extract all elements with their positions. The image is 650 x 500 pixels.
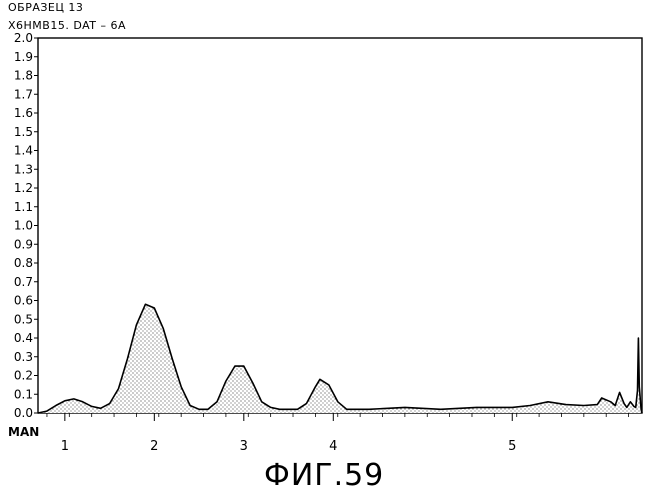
x-axis-label: MAN <box>8 425 39 439</box>
y-tick-label: 0.8 <box>14 256 33 270</box>
y-tick-label: 1.5 <box>14 125 33 139</box>
y-tick-label: 1.6 <box>14 106 33 120</box>
trace-fill <box>38 304 642 413</box>
y-tick-label: 1.2 <box>14 181 33 195</box>
x-tick-label: 1 <box>61 439 69 454</box>
y-tick-label: 0.2 <box>14 369 33 383</box>
y-tick-label: 0.3 <box>14 350 33 364</box>
y-tick-label: 1.1 <box>14 200 33 214</box>
y-tick-label: 0.0 <box>14 406 33 420</box>
y-tick-label: 1.8 <box>14 69 33 83</box>
chart-marks <box>38 304 642 413</box>
y-tick-label: 1.0 <box>14 219 33 233</box>
y-tick-label: 1.9 <box>14 50 33 64</box>
figure-caption: ФИГ.59 <box>264 458 384 493</box>
x-tick-label: 3 <box>240 439 248 454</box>
y-tick-label: 2.0 <box>14 31 33 45</box>
y-tick-label: 0.7 <box>14 275 33 289</box>
x-tick-label: 5 <box>508 439 516 454</box>
y-tick-label: 1.4 <box>14 144 33 158</box>
x-tick-label: 4 <box>329 439 337 454</box>
y-tick-label: 1.7 <box>14 87 33 101</box>
y-tick-label: 0.4 <box>14 331 33 345</box>
chart-labels: 0.0 0.1 0.2 0.3 0.4 0.5 0.6 0.7 0.8 0.9 1.0 1.1 1.2 1… <box>8 31 516 454</box>
x-tick-label: 2 <box>150 439 158 454</box>
y-tick-label: 1.3 <box>14 162 33 176</box>
y-tick-label: 0.1 <box>14 387 33 401</box>
y-tick-label: 0.6 <box>14 294 33 308</box>
y-tick-label: 0.5 <box>14 312 33 326</box>
y-tick-label: 0.9 <box>14 237 33 251</box>
